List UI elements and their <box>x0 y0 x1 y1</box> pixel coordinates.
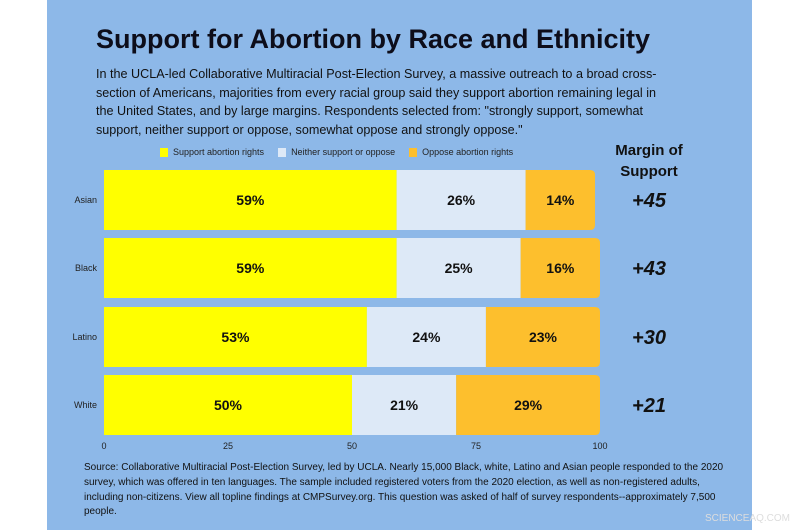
legend-item-neither: Neither support or oppose <box>278 147 395 157</box>
bar-segment <box>104 238 397 298</box>
data-label: 14% <box>546 192 575 208</box>
legend-label: Neither support or oppose <box>291 147 396 157</box>
chart-title: Support for Abortion by Race and Ethnici… <box>96 24 651 54</box>
bar-segment <box>525 170 596 230</box>
watermark: SCIENCEAQ.COM <box>705 513 791 524</box>
legend-label: Support abortion rights <box>173 147 265 157</box>
x-tick-label: 0 <box>101 441 106 451</box>
legend-swatch <box>409 147 418 157</box>
category-label: White <box>74 400 97 410</box>
data-label: 16% <box>546 260 575 276</box>
x-tick-label: 25 <box>223 441 233 451</box>
chart-subtitle: In the UCLA-led Collaborative Multiracia… <box>96 67 657 137</box>
data-label: 24% <box>412 329 441 345</box>
x-tick-label: 50 <box>347 441 357 451</box>
legend-swatch <box>278 147 287 157</box>
data-label: 59% <box>236 260 265 276</box>
legend-label: Oppose abortion rights <box>422 147 514 157</box>
data-label: 21% <box>390 397 419 413</box>
data-label: 25% <box>445 260 474 276</box>
margin-header: Margin of Support <box>615 142 683 180</box>
data-label: 59% <box>236 192 265 208</box>
bar-segment <box>520 238 600 298</box>
legend-item-support: Support abortion rights <box>160 147 264 157</box>
legend-swatch <box>160 147 168 157</box>
bar-segment <box>396 238 521 298</box>
data-label: 53% <box>221 329 250 345</box>
legend: Support abortion rights Neither support … <box>160 147 513 157</box>
margin-value: +21 <box>632 395 666 417</box>
data-label: 50% <box>214 397 243 413</box>
margin-value: +45 <box>632 190 667 212</box>
bar-segment <box>366 307 486 367</box>
bar-segment <box>396 170 526 230</box>
data-label: 23% <box>529 329 558 345</box>
bar-segment <box>104 375 352 435</box>
bar-segment <box>352 375 457 435</box>
category-label: Asian <box>74 195 97 205</box>
data-label: 26% <box>447 192 476 208</box>
bar-segment <box>485 307 600 367</box>
margin-value: +43 <box>632 258 666 280</box>
margin-value: +30 <box>632 327 666 349</box>
bar-segment <box>104 307 367 367</box>
bar-segment <box>104 170 397 230</box>
legend-item-oppose: Oppose abortion rights <box>409 147 513 157</box>
category-label: Black <box>75 263 98 273</box>
data-label: 29% <box>514 397 543 413</box>
source-note: Source: Collaborative Multiracial Post-E… <box>84 462 724 518</box>
bar-segment <box>456 375 600 435</box>
x-tick-label: 75 <box>471 441 481 451</box>
category-label: Latino <box>72 332 97 342</box>
x-tick-label: 100 <box>592 441 607 451</box>
